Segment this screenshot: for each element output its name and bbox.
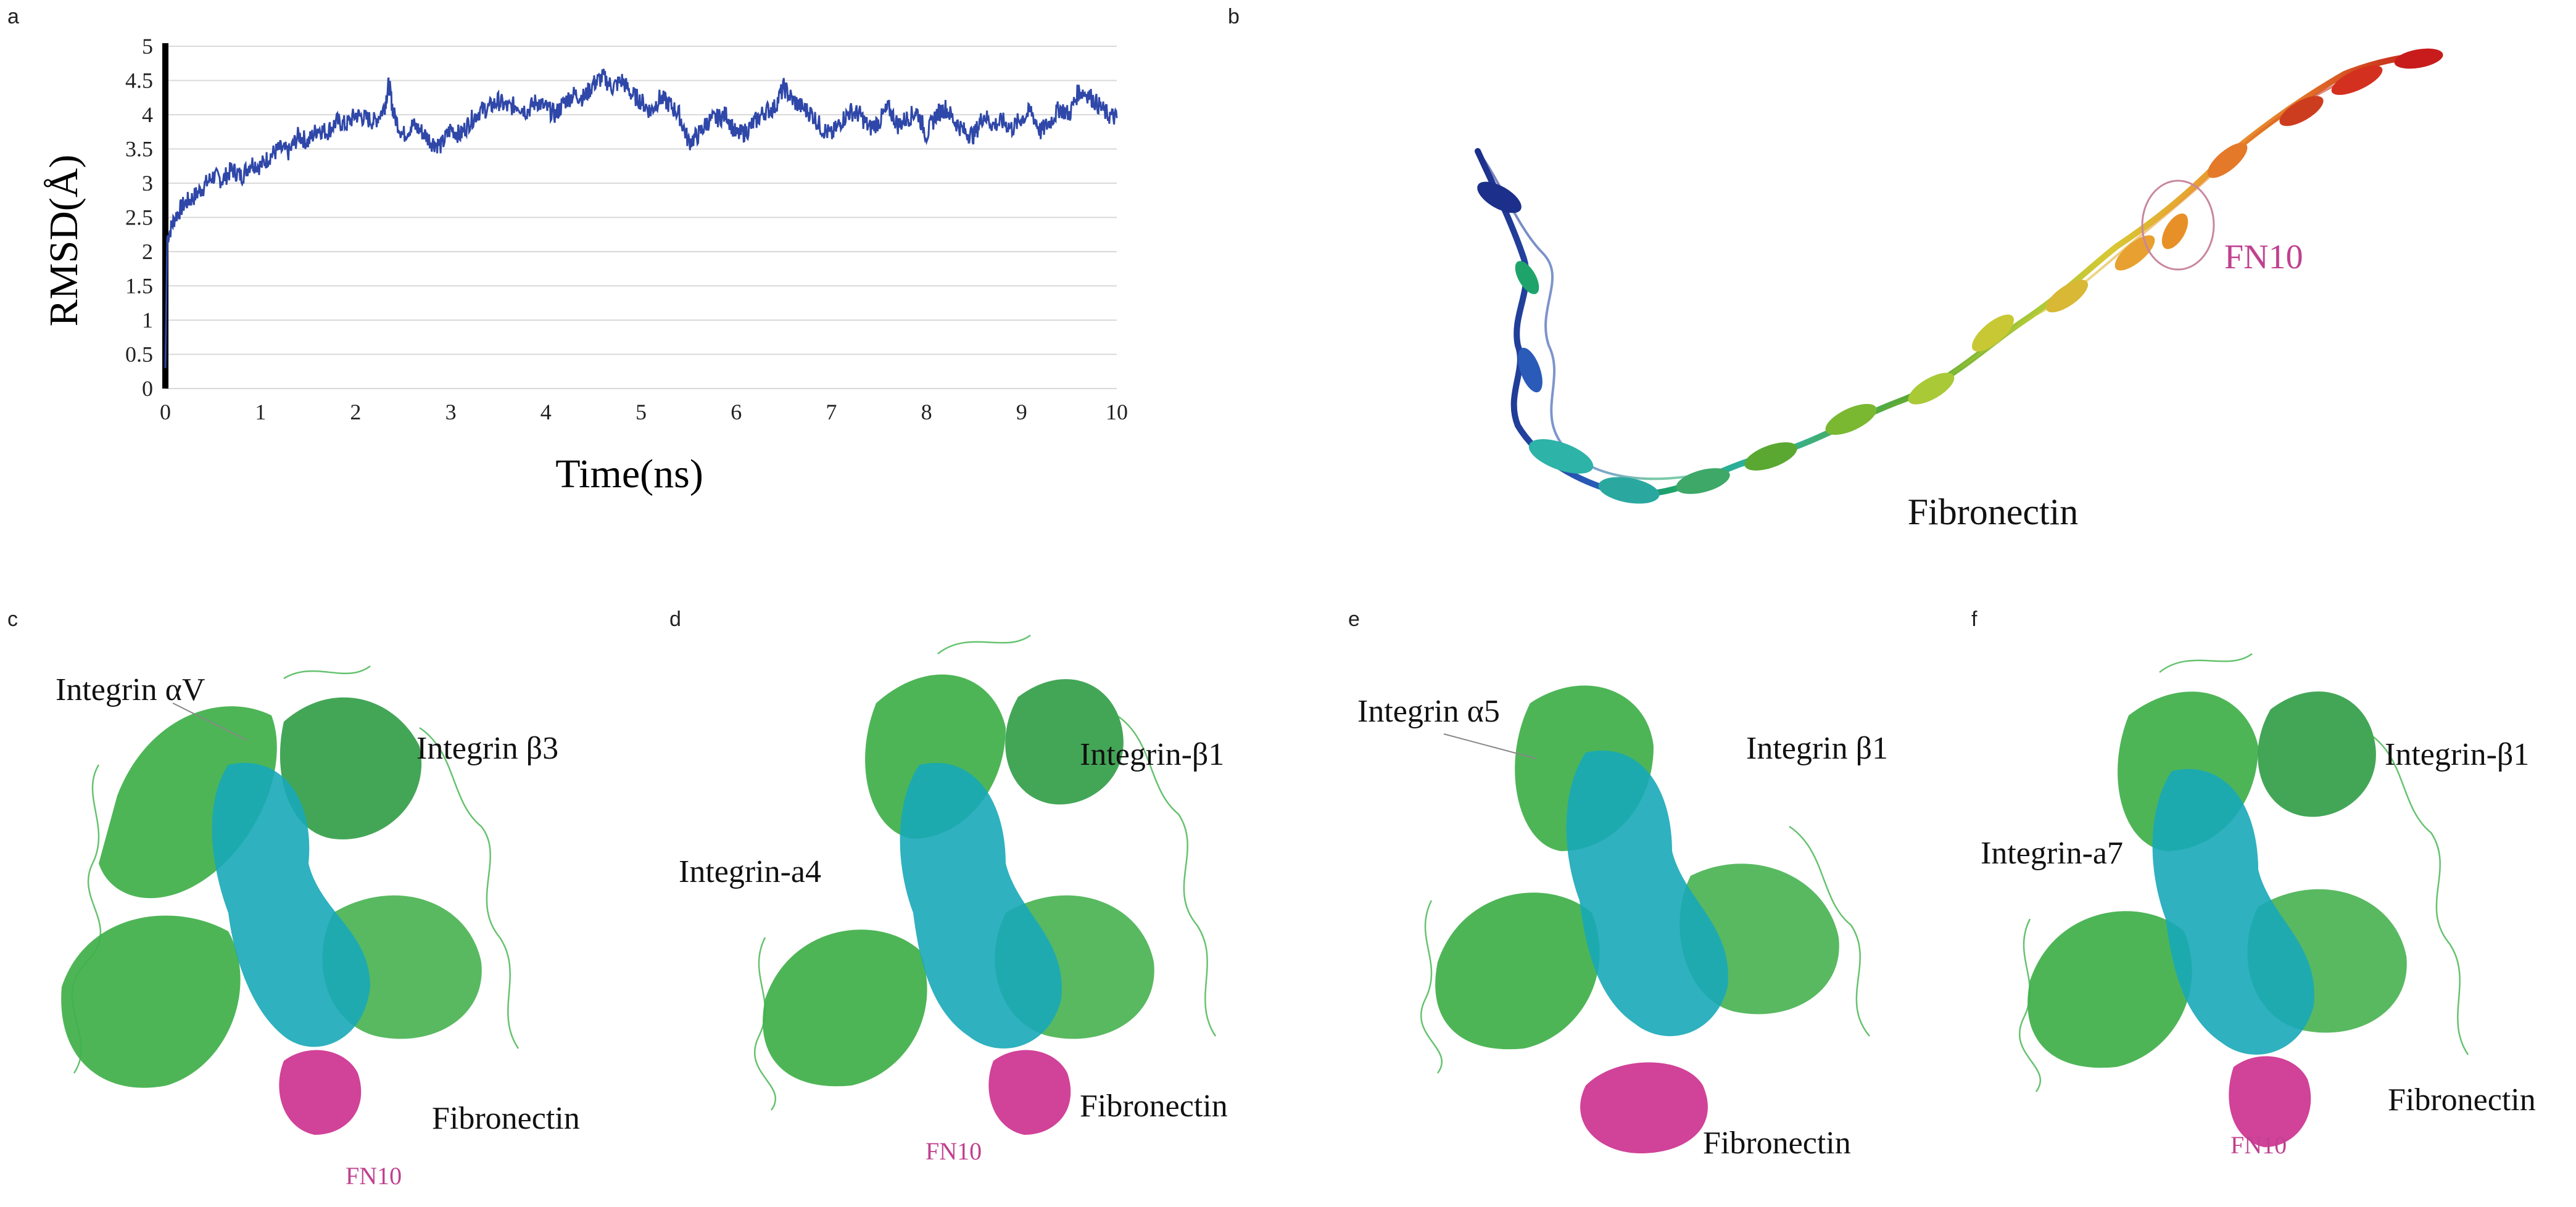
x-tick-labels: 0 1 2 3 4 5 6 7 8 9 10 xyxy=(160,400,1128,424)
y-tick-label: 2 xyxy=(142,239,153,264)
rmsd-chart: 0 0.5 1 1.5 2 2.5 3 3.5 4 4.5 5 0 1 2 3 4 5 6 7 8 9 10 RMSD(… xyxy=(41,34,1128,496)
panel-label-e: e xyxy=(1348,608,1360,631)
y-tick-label: 2.5 xyxy=(125,205,153,230)
integrin-complex-d: Integrin-a4 Integrin-β1 Fibronectin FN10 xyxy=(679,634,1228,1165)
integrin-cyan-core xyxy=(2152,768,2314,1055)
y-tick-label: 4.5 xyxy=(125,68,153,93)
x-tick-label: 6 xyxy=(731,400,742,424)
x-tick-label: 3 xyxy=(445,400,457,424)
fn10-label: FN10 xyxy=(2230,1131,2287,1159)
fibronectin-label: Fibronectin xyxy=(432,1101,580,1136)
y-axis-label: RMSD(Å) xyxy=(41,155,86,327)
integrin-beta-label: Integrin β3 xyxy=(416,731,558,766)
fibronectin-chain-structure: FN10 Fibronectin xyxy=(1475,48,2443,532)
panel-label-d: d xyxy=(669,608,681,631)
integrin-alpha-label: Integrin-a4 xyxy=(679,854,821,889)
integrin-cyan-core xyxy=(900,762,1062,1048)
x-axis-label: Time(ns) xyxy=(555,451,703,496)
fibronectin-title: Fibronectin xyxy=(1908,492,2079,532)
panel-label-c: c xyxy=(7,608,18,631)
x-tick-label: 7 xyxy=(826,400,837,424)
y-tick-label: 1 xyxy=(142,308,153,332)
fn10-label: FN10 xyxy=(2224,238,2303,276)
fibronectin-label: Fibronectin xyxy=(1080,1089,1228,1124)
fn10-highlight-circle xyxy=(2141,179,2215,271)
y-tick-label: 5 xyxy=(142,34,153,59)
fibronectin-label: Fibronectin xyxy=(1703,1126,1851,1161)
y-tick-label: 0.5 xyxy=(125,342,153,367)
integrin-alpha-label: Integrin αV xyxy=(56,672,205,707)
integrin-beta-label: Integrin-β1 xyxy=(1080,737,1224,772)
x-tick-label: 5 xyxy=(636,400,647,424)
panel-label-f: f xyxy=(1971,608,1978,631)
y-tick-label: 3.5 xyxy=(125,137,153,162)
fn10-label: FN10 xyxy=(346,1162,402,1190)
x-tick-label: 8 xyxy=(921,400,932,424)
integrin-alpha-label: Integrin α5 xyxy=(1357,694,1500,729)
panel-label-b: b xyxy=(1228,5,1240,28)
x-tick-label: 10 xyxy=(1106,400,1128,424)
integrin-beta-label: Integrin-β1 xyxy=(2385,737,2529,772)
fibronectin-fn10-structure xyxy=(988,1050,1071,1135)
integrin-complex-e: Integrin α5 Integrin β1 Fibronectin xyxy=(1357,685,1888,1161)
y-tick-label: 0 xyxy=(142,376,153,401)
x-tick-label: 2 xyxy=(350,400,361,424)
y-tick-label: 4 xyxy=(142,102,153,127)
integrin-cyan-core xyxy=(212,762,370,1047)
rmsd-series-line xyxy=(164,68,1118,368)
integrin-complex-c: Integrin αV Integrin β3 Fibronectin FN10 xyxy=(56,665,580,1190)
y-tick-labels: 0 0.5 1 1.5 2 2.5 3 3.5 4 4.5 5 xyxy=(125,34,153,401)
fn10-label: FN10 xyxy=(926,1137,982,1165)
fibronectin-fn10-structure xyxy=(279,1050,362,1135)
y-tick-label: 1.5 xyxy=(125,274,153,299)
integrin-alpha-label: Integrin-a7 xyxy=(1981,836,2123,871)
fibronectin-fn10-structure xyxy=(2229,1056,2311,1147)
x-tick-label: 4 xyxy=(540,400,552,424)
chart-grid xyxy=(165,46,1117,389)
integrin-complex-f: Integrin-a7 Integrin-β1 Fibronectin FN10 xyxy=(1981,653,2536,1159)
fibronectin-label: Fibronectin xyxy=(2388,1082,2536,1118)
fibronectin-domains xyxy=(1477,48,2443,504)
y-tick-label: 3 xyxy=(142,171,153,196)
x-tick-label: 1 xyxy=(255,400,266,424)
integrin-cyan-core xyxy=(1566,750,1728,1036)
x-tick-label: 9 xyxy=(1016,400,1027,424)
fibronectin-structure xyxy=(1580,1062,1708,1153)
integrin-beta-label: Integrin β1 xyxy=(1746,731,1888,766)
panel-label-a: a xyxy=(7,5,19,28)
x-tick-label: 0 xyxy=(160,400,171,424)
